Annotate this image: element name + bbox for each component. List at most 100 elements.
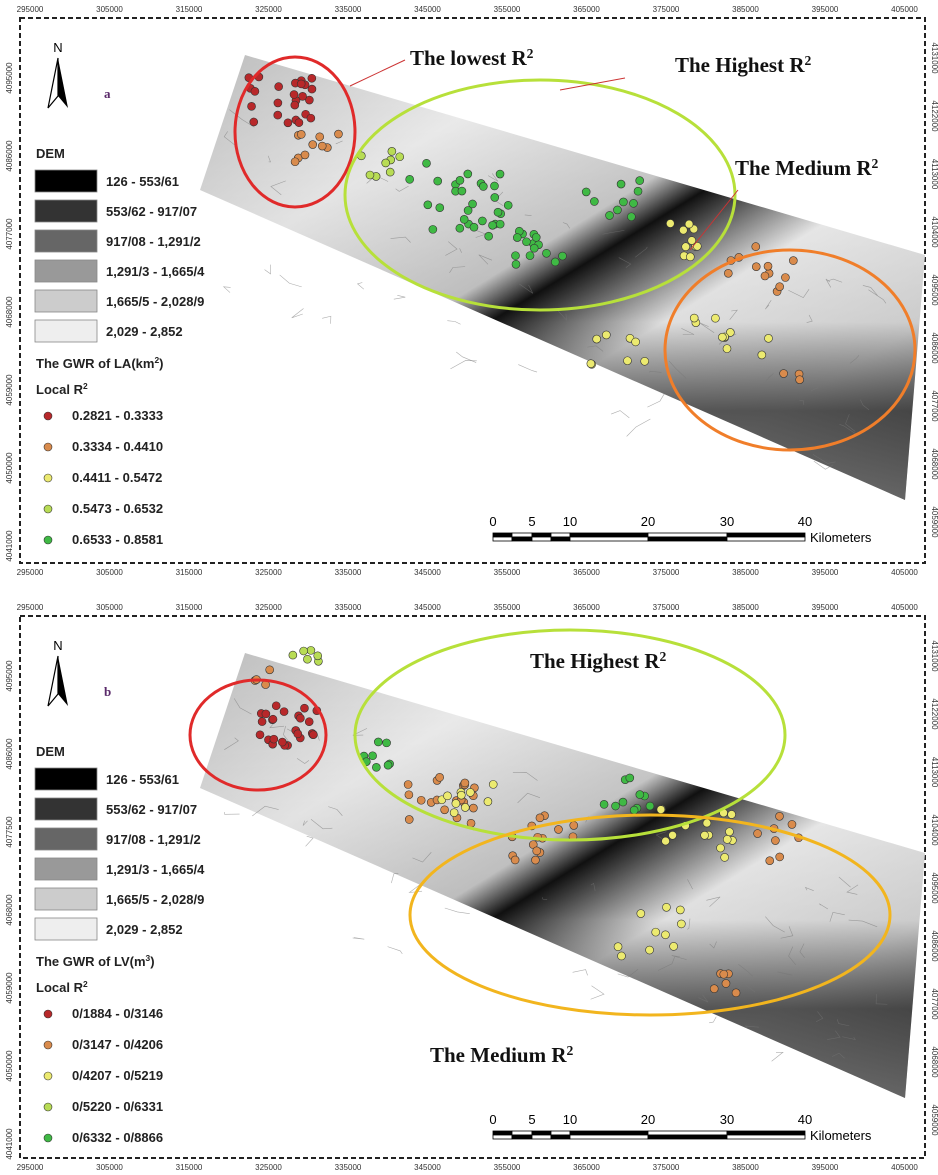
sample-point xyxy=(602,331,610,339)
x-coord-bottom: 325000 xyxy=(255,568,282,577)
x-coord-top: 405000 xyxy=(891,5,918,14)
sample-point xyxy=(513,234,521,242)
y-coord-left: 4068000 xyxy=(5,894,14,926)
sample-point xyxy=(551,258,559,266)
sample-point xyxy=(789,257,797,265)
sample-point xyxy=(461,803,469,811)
sample-point xyxy=(250,118,258,126)
gwr-title-end: ) xyxy=(150,954,154,969)
x-coord-top: 335000 xyxy=(335,603,362,612)
sample-point xyxy=(669,831,677,839)
scale-segment xyxy=(551,1135,570,1139)
x-coord-top: 365000 xyxy=(573,603,600,612)
terrain-ridge xyxy=(456,352,476,363)
sample-point xyxy=(456,224,464,232)
scale-segment xyxy=(570,1135,648,1139)
sample-point xyxy=(457,791,465,799)
sample-point xyxy=(612,802,620,810)
sample-point xyxy=(291,158,299,166)
scale-unit: Kilometers xyxy=(810,1128,872,1143)
sample-point xyxy=(278,738,286,746)
sample-point xyxy=(496,220,504,228)
scale-tick: 5 xyxy=(528,1112,535,1127)
north-arrow xyxy=(48,656,58,706)
x-coord-top: 385000 xyxy=(732,5,759,14)
x-coord-top: 315000 xyxy=(176,5,203,14)
terrain-ridge xyxy=(391,873,398,883)
y-coord-left: 4059000 xyxy=(5,972,14,1004)
class-label: 0.3334 - 0.4410 xyxy=(72,439,163,454)
sample-point xyxy=(676,906,684,914)
sample-point xyxy=(369,752,377,760)
sample-point xyxy=(374,738,382,746)
scale-segment xyxy=(727,1131,805,1135)
sample-point xyxy=(466,788,474,796)
y-coord-left: 4086000 xyxy=(5,140,14,172)
scale-segment xyxy=(512,1135,532,1139)
sample-point xyxy=(764,334,772,342)
terrain-ridge xyxy=(265,265,271,274)
y-coord-left: 4077000 xyxy=(5,218,14,250)
x-coord-bottom: 345000 xyxy=(414,1163,441,1172)
gwr-title-end: ) xyxy=(159,356,163,371)
sample-point xyxy=(460,215,468,223)
sample-point xyxy=(297,130,305,138)
y-coord-right: 4059000 xyxy=(930,1104,938,1136)
local-title-text: Local R xyxy=(36,382,84,397)
y-coord-left: 4059000 xyxy=(5,374,14,406)
scale-segment xyxy=(570,533,648,537)
page: 2950002950003050003050003150003150003250… xyxy=(0,0,938,1175)
sample-point xyxy=(637,910,645,918)
sample-point xyxy=(404,781,412,789)
sample-point xyxy=(682,243,690,251)
sample-point xyxy=(443,792,451,800)
annotation: The lowest R2 xyxy=(410,46,534,71)
class-label: 0.2821 - 0.3333 xyxy=(72,408,163,423)
sample-point xyxy=(632,338,640,346)
north-arrow xyxy=(58,58,68,108)
sample-point xyxy=(641,357,649,365)
class-swatch xyxy=(44,1072,52,1080)
scale-segment xyxy=(727,533,805,537)
gwr-title-text: The GWR of LA(km xyxy=(36,356,154,371)
x-coord-bottom: 295000 xyxy=(17,1163,44,1172)
sample-point xyxy=(657,806,665,814)
terrain-ridge xyxy=(591,986,604,999)
class-swatch xyxy=(44,412,52,420)
scale-tick: 20 xyxy=(641,514,655,529)
annotation-sup: 2 xyxy=(527,46,534,61)
x-coord-top: 385000 xyxy=(732,603,759,612)
sample-point xyxy=(305,718,313,726)
sample-point xyxy=(441,806,449,814)
terrain-ridge xyxy=(353,938,365,940)
y-coord-left: 4077500 xyxy=(5,816,14,848)
sample-point xyxy=(417,796,425,804)
class-label: 0.4411 - 0.5472 xyxy=(72,470,162,485)
x-coord-bottom: 405000 xyxy=(891,568,918,577)
dem-class: 553/62 - 917/07 xyxy=(106,802,197,817)
sample-point xyxy=(275,83,283,91)
sample-point xyxy=(542,249,550,257)
class-label: 0/5220 - 0/6331 xyxy=(72,1099,163,1114)
sample-point xyxy=(771,837,779,845)
scale-tick: 30 xyxy=(720,1112,734,1127)
sample-point xyxy=(600,800,608,808)
sample-point xyxy=(693,242,701,250)
y-coord-left: 4041000 xyxy=(5,530,14,562)
dem-swatch xyxy=(35,858,97,880)
annotation-sup: 2 xyxy=(805,53,812,68)
sample-point xyxy=(661,931,669,939)
y-coord-right: 4122000 xyxy=(930,100,938,132)
terrain-ridge xyxy=(388,947,403,954)
sample-point xyxy=(536,814,544,822)
sample-point xyxy=(303,655,311,663)
sample-point xyxy=(270,735,278,743)
sample-point xyxy=(436,773,444,781)
sample-point xyxy=(366,171,374,179)
sample-point xyxy=(314,652,322,660)
sample-point xyxy=(511,856,519,864)
sample-point xyxy=(752,263,760,271)
leader-line xyxy=(350,60,405,86)
class-label: 0/6332 - 0/8866 xyxy=(72,1130,163,1145)
scale-segment xyxy=(551,537,570,541)
